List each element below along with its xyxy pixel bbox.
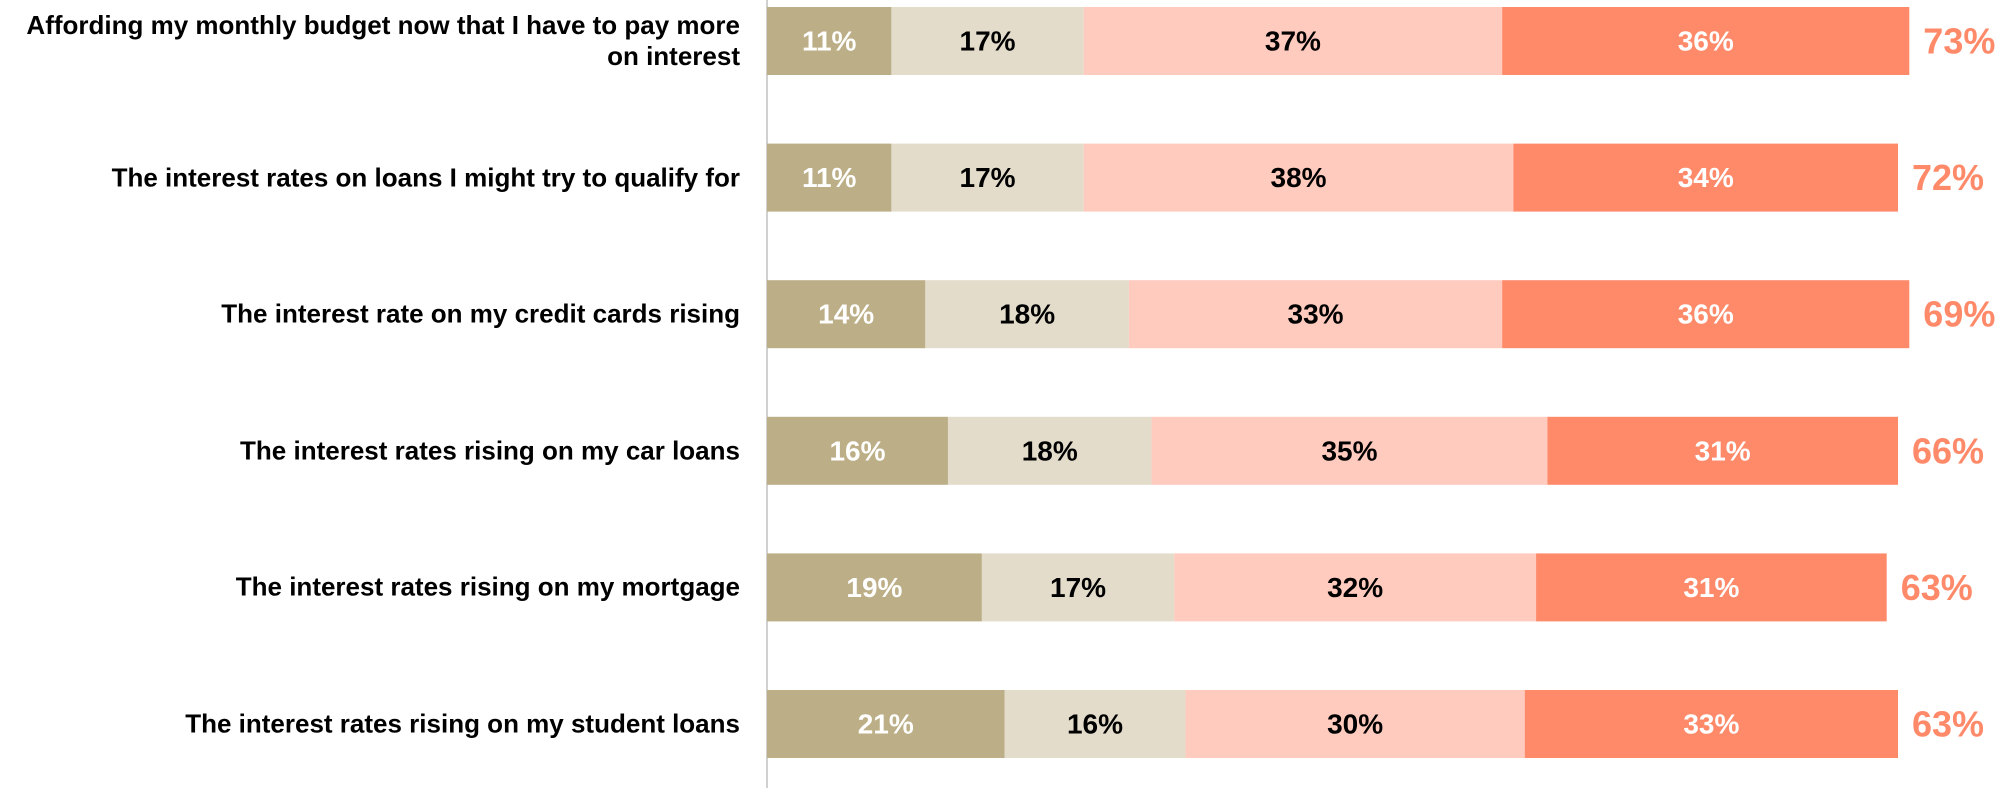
value-label: 19% [846,572,902,603]
value-label: 18% [1022,435,1078,466]
total-label: 69% [1923,294,1995,335]
value-label: 30% [1327,709,1383,740]
value-label: 16% [829,435,885,466]
bar-segment [947,416,1152,485]
value-label: 17% [1050,572,1106,603]
bar-segment [981,553,1175,622]
category-label: Affording my monthly budget now that I h… [26,10,740,71]
value-label: 18% [999,299,1055,330]
value-label: 33% [1288,299,1344,330]
bar-segment [1174,553,1537,622]
category-label: The interest rates on loans I might try … [111,162,740,193]
bar-segment [1083,143,1514,212]
value-label: 31% [1683,572,1739,603]
value-label: 38% [1271,162,1327,193]
value-label: 11% [802,162,857,193]
total-label: 63% [1912,704,1984,745]
bar-segment [767,7,892,75]
bar-segment [891,7,1084,75]
value-label: 16% [1067,709,1123,740]
category-label: The interest rates rising on my mortgage [235,571,740,602]
value-label: 36% [1678,26,1734,57]
bar-segment [1502,280,1910,349]
bar-segment [1128,280,1503,349]
category-label: The interest rates rising on my student … [185,708,740,739]
total-label: 63% [1901,567,1973,608]
bar-segment [1536,553,1887,622]
bar-segment [1502,7,1910,75]
bar-segment [891,143,1084,212]
value-label: 21% [858,709,914,740]
bar-segment [767,143,892,212]
bar-segment [1004,690,1186,758]
bar-segment [1547,416,1898,485]
bar-segment [767,553,982,622]
value-label: 36% [1678,299,1734,330]
value-label: 34% [1678,162,1734,193]
bar-segment [1185,690,1525,758]
value-label: 37% [1265,26,1321,57]
total-label: 73% [1923,21,1995,62]
value-label: 11% [802,26,857,57]
bar-segment [1513,143,1898,212]
value-label: 32% [1327,572,1383,603]
value-label: 33% [1683,709,1739,740]
total-label: 66% [1912,430,1984,471]
value-label: 14% [818,299,874,330]
bar-segment [767,280,926,349]
category-label: The interest rates rising on my car loan… [240,435,740,466]
value-label: 35% [1321,435,1377,466]
value-label: 17% [960,26,1016,57]
bar-segment [1083,7,1503,75]
bar-segment [1524,690,1898,758]
bar-segment [767,690,1005,758]
value-label: 31% [1695,435,1751,466]
category-label: The interest rate on my credit cards ris… [221,298,740,329]
total-label: 72% [1912,157,1984,198]
bar-segment [1151,416,1548,485]
bar-segment [767,416,948,485]
bar-segment [925,280,1129,349]
value-label: 17% [960,162,1016,193]
